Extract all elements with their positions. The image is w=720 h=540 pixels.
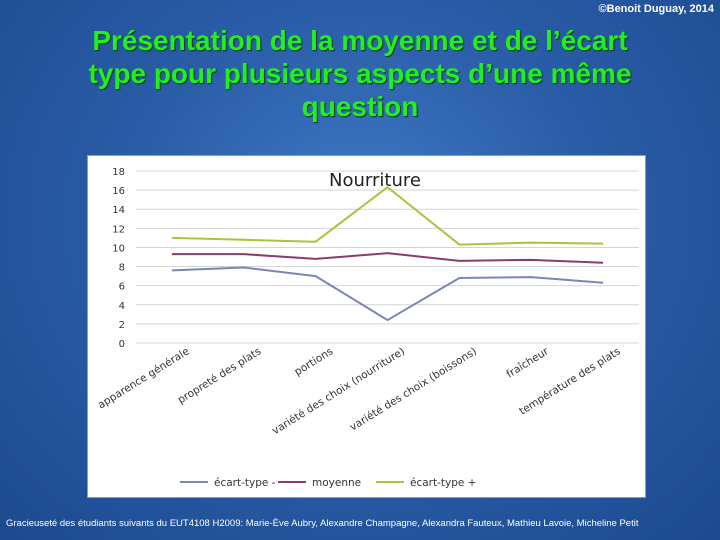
chart-legend: écart-type - moyenne écart-type + xyxy=(180,477,476,489)
legend-label: moyenne xyxy=(312,477,361,489)
x-tick-label: portions xyxy=(292,345,335,378)
y-tick-label: 4 xyxy=(119,301,125,312)
copyright: ©Benoit Duguay, 2014 xyxy=(598,3,714,15)
chart-container: 0 2 4 6 8 10 12 14 16 18 apparence générale propre… xyxy=(87,155,646,498)
y-tick-label: 14 xyxy=(112,205,125,216)
chart-series xyxy=(171,186,604,322)
y-tick-label: 8 xyxy=(119,263,125,274)
y-tick-label: 12 xyxy=(112,224,125,235)
slide-title-line-2: type pour plusieurs aspects d’une même xyxy=(88,58,632,89)
y-tick-label: 10 xyxy=(112,243,125,254)
y-tick-label: 18 xyxy=(112,167,125,178)
slide-title: Présentation de la moyenne et de l’écart… xyxy=(0,24,720,123)
x-tick-label: apparence générale xyxy=(96,345,192,411)
series-line xyxy=(171,266,604,322)
y-tick-label: 2 xyxy=(119,320,125,331)
y-axis-ticks: 0 2 4 6 8 10 12 14 16 18 xyxy=(112,167,125,350)
chart-title: Nourriture xyxy=(329,170,421,191)
series-line xyxy=(171,252,604,264)
chart-gridlines xyxy=(136,170,639,344)
y-tick-label: 16 xyxy=(112,186,125,197)
series-line xyxy=(171,186,604,246)
credits-footer: Gracieuseté des étudiants suivants du EU… xyxy=(6,518,639,529)
line-chart: 0 2 4 6 8 10 12 14 16 18 apparence généralepropre… xyxy=(96,167,639,489)
x-tick-label: variété des choix (boissons) xyxy=(348,345,479,433)
x-tick-label: variété des choix (nourriture) xyxy=(270,345,407,437)
legend-label: écart-type - xyxy=(214,477,276,489)
y-tick-label: 0 xyxy=(119,339,125,350)
slide-title-line-3: question xyxy=(301,91,419,122)
y-tick-label: 6 xyxy=(119,282,125,293)
slide-title-line-1: Présentation de la moyenne et de l’écart xyxy=(92,25,628,56)
x-tick-label: fraîcheur xyxy=(504,345,551,381)
legend-label: écart-type + xyxy=(410,477,476,489)
